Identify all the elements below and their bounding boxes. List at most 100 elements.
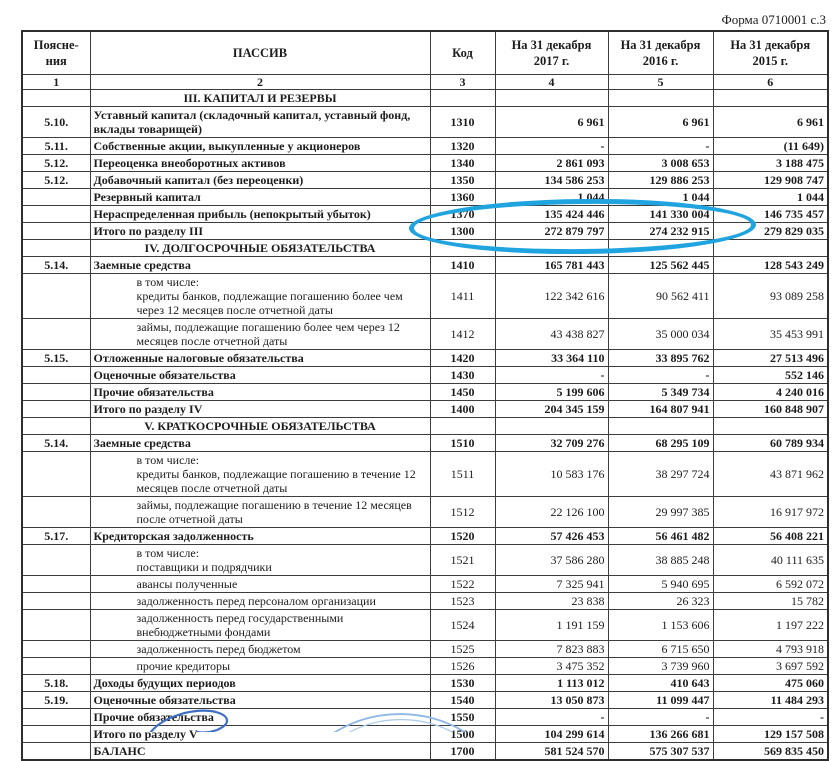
code-cell: 1525 — [429, 640, 496, 658]
header-date-2015: На 31 декабря 2015 г. — [712, 30, 829, 75]
value-cell-2015: 4 240 016 — [712, 383, 829, 401]
value-cell-2016: 136 266 681 — [607, 725, 714, 743]
value-cell-2016: 11 099 447 — [607, 691, 714, 709]
value-cell-2015: 3 188 475 — [712, 154, 829, 172]
table-row: 5.10. Уставный капитал (складочный капита… — [21, 106, 829, 138]
value-cell-2017: 3 475 352 — [494, 657, 609, 675]
column-number: 1 — [21, 74, 91, 90]
value-cell-2015: 3 697 592 — [712, 657, 829, 675]
value-cell-2015: 128 543 249 — [712, 256, 829, 274]
table-row: задолженность перед государственными вне… — [21, 609, 829, 641]
label-prefix: в том числе: — [136, 546, 200, 560]
note-cell: 5.11. — [21, 137, 91, 155]
value-cell-2015: 93 089 258 — [712, 273, 829, 319]
value-cell-2016: 68 295 109 — [607, 434, 714, 452]
label-cell: Итого по разделу III — [89, 222, 431, 240]
code-cell: 1512 — [429, 496, 496, 528]
label-cell: прочие кредиторы — [89, 657, 431, 675]
code-cell — [429, 417, 496, 435]
section-title: III. КАПИТАЛ И РЕЗЕРВЫ — [89, 89, 431, 107]
code-cell: 1523 — [429, 592, 496, 610]
table-row: в том числе: кредиты банков, подлежащие п… — [21, 273, 829, 319]
column-number: 4 — [494, 74, 609, 90]
header-date-2016: На 31 декабря 2016 г. — [607, 30, 714, 75]
value-cell-2017: - — [494, 137, 609, 155]
value-cell-2015: 60 789 934 — [712, 434, 829, 452]
value-cell-2016: 164 807 941 — [607, 400, 714, 418]
value-cell-2015: 27 513 496 — [712, 349, 829, 367]
value-cell-2016: 38 885 248 — [607, 544, 714, 576]
value-cell-2015: 4 793 918 — [712, 640, 829, 658]
value-cell-2015 — [712, 89, 829, 107]
code-cell: 1520 — [429, 527, 496, 545]
value-cell-2017: 135 424 446 — [494, 205, 609, 223]
value-cell-2016: - — [607, 137, 714, 155]
value-cell-2017: 272 879 797 — [494, 222, 609, 240]
header-notes: Поясне-ния — [21, 30, 91, 75]
note-cell — [21, 592, 91, 610]
label-cell: Переоценка внеоборотных активов — [89, 154, 431, 172]
value-cell-2016: 1 044 — [607, 188, 714, 206]
note-cell: 5.19. — [21, 691, 91, 709]
code-cell: 1522 — [429, 575, 496, 593]
value-cell-2016: - — [607, 708, 714, 726]
table-row: Итого по разделу III 1300 272 879 797 274 2… — [21, 222, 829, 240]
value-cell-2017: 7 823 883 — [494, 640, 609, 658]
value-cell-2016: 6 715 650 — [607, 640, 714, 658]
code-cell: 1700 — [429, 742, 496, 761]
value-cell-2017: - — [494, 366, 609, 384]
label-cell: Итого по разделу IV — [89, 400, 431, 418]
label-prefix: в том числе: — [136, 275, 200, 289]
label-cell: Кредиторская задолженность — [89, 527, 431, 545]
value-cell-2017: 6 961 — [494, 106, 609, 138]
code-cell: 1350 — [429, 171, 496, 189]
note-cell — [21, 188, 91, 206]
note-cell: 5.18. — [21, 674, 91, 692]
code-cell: 1524 — [429, 609, 496, 641]
label-cell: задолженность перед государственными вне… — [89, 609, 431, 641]
note-cell — [21, 742, 91, 761]
note-cell — [21, 657, 91, 675]
note-cell — [21, 417, 91, 435]
value-cell-2016: 33 895 762 — [607, 349, 714, 367]
note-cell — [21, 400, 91, 418]
column-number: 5 — [607, 74, 714, 90]
value-cell-2015: 11 484 293 — [712, 691, 829, 709]
value-cell-2016: 274 232 915 — [607, 222, 714, 240]
label-cell: Уставный капитал (складочный капитал, ус… — [89, 106, 431, 138]
label-cell: в том числе: кредиты банков, подлежащие п… — [89, 451, 431, 497]
note-cell — [21, 318, 91, 350]
value-cell-2017: 1 044 — [494, 188, 609, 206]
table-row: займы, подлежащие погашению более чем че… — [21, 318, 829, 350]
value-cell-2015: 1 197 222 — [712, 609, 829, 641]
note-cell — [21, 273, 91, 319]
value-cell-2015: 279 829 035 — [712, 222, 829, 240]
table-row: 5.14. Заемные средства 1410 165 781 443 125 … — [21, 256, 829, 274]
value-cell-2017: 43 438 827 — [494, 318, 609, 350]
code-cell: 1540 — [429, 691, 496, 709]
code-cell: 1340 — [429, 154, 496, 172]
code-cell: 1310 — [429, 106, 496, 138]
table-row: займы, подлежащие погашению в течение 12… — [21, 496, 829, 528]
value-cell-2017: 134 586 253 — [494, 171, 609, 189]
table-row: прочие кредиторы 1526 3 475 352 3 739 960 3 … — [21, 657, 829, 675]
note-cell — [21, 205, 91, 223]
label-prefix: в том числе: — [136, 453, 200, 467]
label-cell: Заемные средства — [89, 256, 431, 274]
table-row: 5.18. Доходы будущих периодов 1530 1 113 01… — [21, 674, 829, 692]
page: { "form_label": "Форма 0710001 с.3", "co… — [21, 12, 829, 761]
value-cell-2016: 575 307 537 — [607, 742, 714, 761]
value-cell-2016 — [607, 89, 714, 107]
label-cell: Резервный капитал — [89, 188, 431, 206]
label-cell: авансы полученные — [89, 575, 431, 593]
note-cell: 5.10. — [21, 106, 91, 138]
value-cell-2015: 15 782 — [712, 592, 829, 610]
table-row: Оценочные обязательства 1430- -552 146 — [21, 366, 829, 384]
value-cell-2017: 5 199 606 — [494, 383, 609, 401]
value-cell-2016: 129 886 253 — [607, 171, 714, 189]
value-cell-2016: 5 940 695 — [607, 575, 714, 593]
code-cell: 1530 — [429, 674, 496, 692]
label-cell: Прочие обязательства — [89, 383, 431, 401]
code-cell: 1550 — [429, 708, 496, 726]
code-cell: 1511 — [429, 451, 496, 497]
